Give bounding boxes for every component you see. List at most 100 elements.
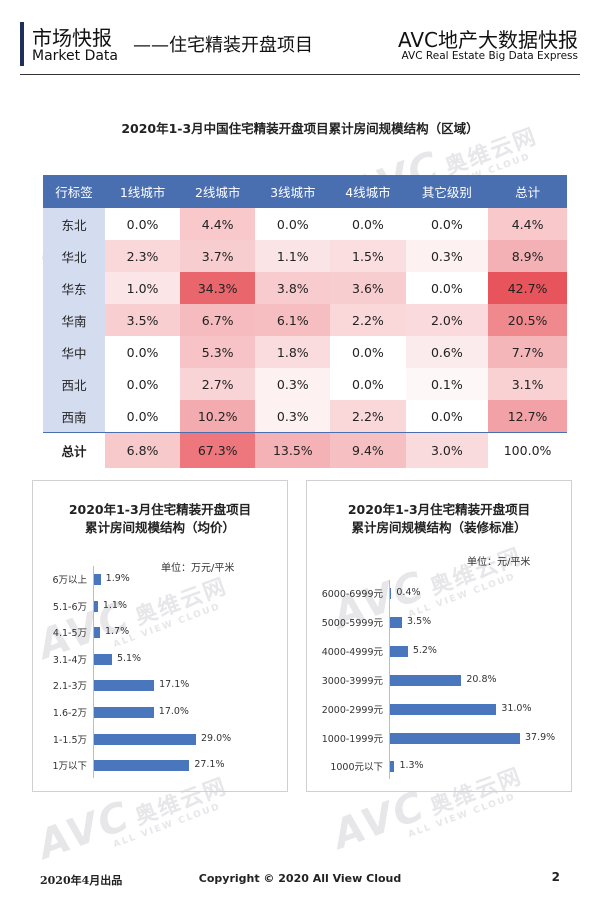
chart-bar: [94, 600, 98, 612]
column-header: 1线城市: [105, 175, 181, 208]
table-cell: 34.3%: [180, 272, 256, 304]
table-cell: 1.8%: [255, 336, 331, 368]
column-header: 4线城市: [330, 175, 406, 208]
chart-category-label: 1万以下: [52, 761, 87, 773]
chart-bar: [390, 732, 520, 744]
header-subtitle: ——住宅精装开盘项目: [133, 35, 313, 56]
chart-category-label: 1.6-2万: [52, 708, 87, 719]
column-header: 2线城市: [180, 175, 256, 208]
table-cell: 0.0%: [255, 208, 331, 240]
table-cell: 3.7%: [180, 240, 256, 272]
table-cell: 12.7%: [488, 400, 567, 433]
chart-category-label: 5.1-6万: [52, 601, 87, 613]
region-table: 行标签 1线城市 2线城市 3线城市 4线城市 其它级别 总计 东北 0.0% 4.4% 0.0%…: [43, 175, 567, 468]
table-cell: 9.4%: [330, 432, 406, 468]
chart-data-label: 3.5%: [407, 615, 432, 627]
price-chart-title: 2020年1-3月住宅精装开盘项目 累计房间规模结构（均价）: [33, 501, 287, 537]
table-row: 东北 0.0% 4.4% 0.0% 0.0% 0.0% 4.4%: [43, 208, 567, 240]
chart-data-label: 5.2%: [412, 644, 437, 656]
table-cell: 0.0%: [330, 368, 406, 400]
table-cell: 20.5%: [488, 304, 567, 336]
table-header-row: 行标签 1线城市 2线城市 3线城市 4线城市 其它级别 总计: [43, 175, 567, 208]
table-row: 华中 0.0% 5.3% 1.8% 0.0% 0.6% 7.7%: [43, 336, 567, 368]
table-cell: 0.0%: [405, 400, 489, 433]
table-cell: 0.0%: [105, 400, 181, 433]
chart-data-label: 20.8%: [466, 673, 497, 685]
table-cell: 2.2%: [330, 400, 406, 433]
chart-category-label: 5000-5999元: [321, 617, 383, 629]
table-cell: 3.8%: [255, 272, 331, 304]
chart-data-label: 1.9%: [105, 573, 130, 584]
chart-category-label: 1-1.5万: [52, 734, 87, 746]
header-accent-bar: [20, 22, 24, 66]
table-cell: 0.0%: [330, 208, 406, 240]
chart-data-label: 17.1%: [159, 679, 190, 691]
chart-category-label: 2000-2999元: [321, 704, 383, 716]
header-divider: [20, 74, 580, 75]
table-cell: 0.0%: [405, 208, 489, 240]
page-number: 2: [551, 870, 560, 884]
table-cell: 3.6%: [330, 272, 406, 304]
table-cell: 0.6%: [405, 336, 489, 368]
table-cell: 4.4%: [488, 208, 567, 240]
chart-bar: [94, 760, 190, 772]
chart-data-label: 0.4%: [396, 587, 421, 598]
price-chart-unit: 单位：万元/平米: [161, 563, 235, 574]
chart-category-label: 6000-6999元: [321, 589, 383, 600]
chart-data-label: 37.9%: [525, 731, 556, 743]
table-cell: 4.4%: [180, 208, 256, 240]
chart-category-label: 1000-1999元: [321, 733, 383, 745]
table-cell: 10.2%: [180, 400, 256, 433]
chart-bar: [390, 674, 462, 686]
table-cell: 0.0%: [330, 336, 406, 368]
chart-bar: [390, 703, 497, 715]
chart-bar: [390, 588, 392, 599]
chart-data-label: 1.1%: [102, 599, 127, 611]
chart-category-label: 6万以上: [52, 575, 87, 586]
chart-bar: [390, 645, 408, 657]
chart-data-label: 5.1%: [116, 652, 142, 664]
column-header: 其它级别: [405, 175, 489, 208]
table-cell: 1.5%: [330, 240, 406, 272]
chart-category-label: 3000-3999元: [321, 675, 383, 687]
table-cell: 67.3%: [180, 432, 256, 468]
row-label: 华南: [43, 304, 105, 336]
brand-title-en: AVC Real Estate Big Data Express: [401, 50, 578, 62]
row-label: 西北: [43, 368, 105, 400]
table-cell: 3.1%: [488, 368, 567, 400]
footer-date: 2020年4月出品: [40, 874, 123, 887]
chart-bar: [94, 680, 155, 692]
table-total-row: 总计 6.8% 67.3% 13.5% 9.4% 3.0% 100.0%: [43, 432, 567, 468]
row-label: 华北: [43, 240, 105, 272]
chart-data-label: 29.0%: [201, 732, 232, 744]
table-cell: 0.3%: [255, 368, 331, 400]
chart-data-label: 31.0%: [501, 702, 532, 714]
decoration-chart-title-line2: 累计房间规模结构（装修标准）: [351, 520, 527, 535]
row-label: 东北: [43, 208, 105, 240]
table-cell: 42.7%: [488, 272, 567, 304]
table-cell: 2.7%: [180, 368, 256, 400]
table-cell: 3.5%: [105, 304, 181, 336]
chart-bar: [94, 707, 154, 718]
price-chart-title-line1: 2020年1-3月住宅精装开盘项目: [68, 502, 252, 517]
table-cell: 0.0%: [105, 336, 181, 368]
table-cell: 0.3%: [255, 400, 331, 433]
chart-category-label: 4000-4999元: [321, 646, 383, 658]
table-row: 华北 2.3% 3.7% 1.1% 1.5% 0.3% 8.9%: [43, 240, 567, 272]
table-cell: 13.5%: [255, 432, 331, 468]
table-cell: 0.0%: [105, 368, 181, 400]
region-table-title: 2020年1-3月中国住宅精装开盘项目累计房间规模结构（区域）: [121, 121, 479, 136]
table-cell: 2.0%: [405, 304, 489, 336]
table-cell: 0.3%: [405, 240, 489, 272]
chart-category-label: 3.1-4万: [52, 654, 87, 666]
row-label: 华东: [43, 272, 105, 304]
footer-copyright: Copyright © 2020 All View Cloud: [198, 872, 402, 885]
table-row: 华南 3.5% 6.7% 6.1% 2.2% 2.0% 20.5%: [43, 304, 567, 336]
chart-category-label: 2.1-3万: [52, 681, 87, 693]
chart-axis: [389, 580, 390, 780]
chart-data-label: 17.0%: [158, 706, 189, 717]
table-cell: 2.2%: [330, 304, 406, 336]
header-title-cn: 市场快报: [32, 26, 112, 50]
chart-bar: [390, 616, 402, 628]
chart-data-label: 27.1%: [194, 759, 225, 771]
